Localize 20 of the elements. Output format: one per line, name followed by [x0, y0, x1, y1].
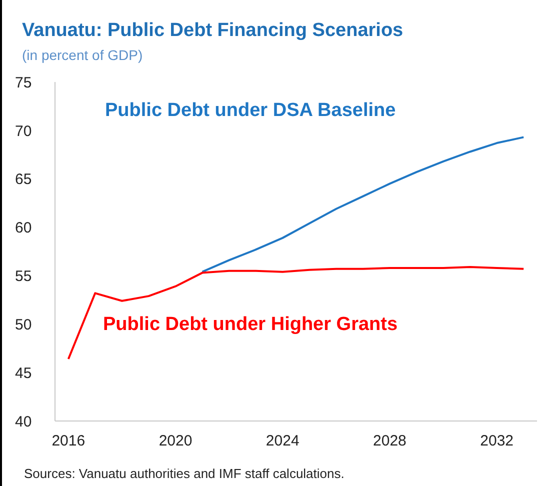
- x-tick-label: 2024: [266, 432, 300, 450]
- text: Public Debt under DSA Baseline: [105, 100, 396, 122]
- y-tick-label: 65: [15, 171, 32, 188]
- chart-title: Vanuatu: Public Debt Financing Scenarios: [22, 20, 404, 42]
- x-tick-label: 2028: [373, 432, 406, 450]
- y-tick-label: 60: [15, 220, 32, 237]
- line-series: [67, 266, 525, 360]
- chart-subtitle: (in percent of GDP): [22, 47, 143, 63]
- x-tick-label: 2020: [158, 432, 192, 450]
- y-tick-label: 50: [15, 316, 32, 334]
- y-tick-label: 40: [15, 413, 32, 430]
- y-tick-label: 70: [15, 122, 32, 140]
- source-note: Sources: Vanuatu authorities and IMF staff calculations.: [24, 466, 344, 481]
- y-tick-label: 75: [15, 74, 32, 92]
- y-tick-label: 55: [15, 268, 32, 286]
- x-tick-label: 2032: [480, 432, 514, 450]
- series-label: Public Debt under Higher Grants: [103, 314, 398, 336]
- y-tick-label: 45: [15, 364, 32, 382]
- line-series: [201, 136, 525, 273]
- x-tick-label: 2016: [52, 432, 86, 450]
